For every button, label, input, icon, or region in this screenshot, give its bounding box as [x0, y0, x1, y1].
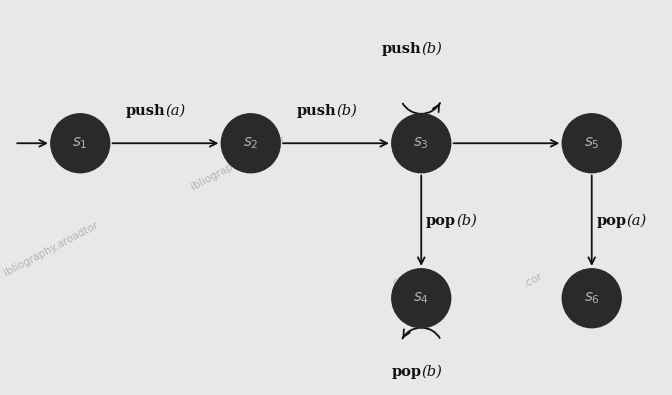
Text: $s_5$: $s_5$ — [584, 135, 599, 151]
Circle shape — [562, 269, 621, 328]
Text: $s_3$: $s_3$ — [413, 135, 429, 151]
Text: $s_4$: $s_4$ — [413, 290, 429, 306]
Text: push: push — [126, 104, 165, 118]
Circle shape — [221, 114, 280, 173]
Text: push: push — [296, 104, 336, 118]
Text: (a): (a) — [626, 214, 647, 228]
Text: pop: pop — [597, 214, 626, 228]
Text: (b): (b) — [456, 214, 477, 228]
Circle shape — [51, 114, 110, 173]
Text: (b): (b) — [421, 42, 442, 56]
Text: pop: pop — [391, 365, 421, 379]
Text: pop: pop — [426, 214, 456, 228]
Text: (a): (a) — [165, 104, 185, 118]
Circle shape — [392, 269, 451, 328]
Text: $s_6$: $s_6$ — [584, 290, 600, 306]
Text: push: push — [382, 42, 421, 56]
Text: $s_2$: $s_2$ — [243, 135, 259, 151]
Circle shape — [562, 114, 621, 173]
Text: $s_1$: $s_1$ — [73, 135, 88, 151]
Text: ibliography.aroadtor: ibliography.aroadtor — [190, 134, 287, 192]
Text: (b): (b) — [336, 104, 357, 118]
Text: ibliography.aroadtor: ibliography.aroadtor — [3, 220, 101, 278]
Text: .cor: .cor — [389, 271, 411, 289]
Circle shape — [392, 114, 451, 173]
Text: (b): (b) — [421, 365, 442, 379]
Text: .cor: .cor — [523, 271, 545, 289]
